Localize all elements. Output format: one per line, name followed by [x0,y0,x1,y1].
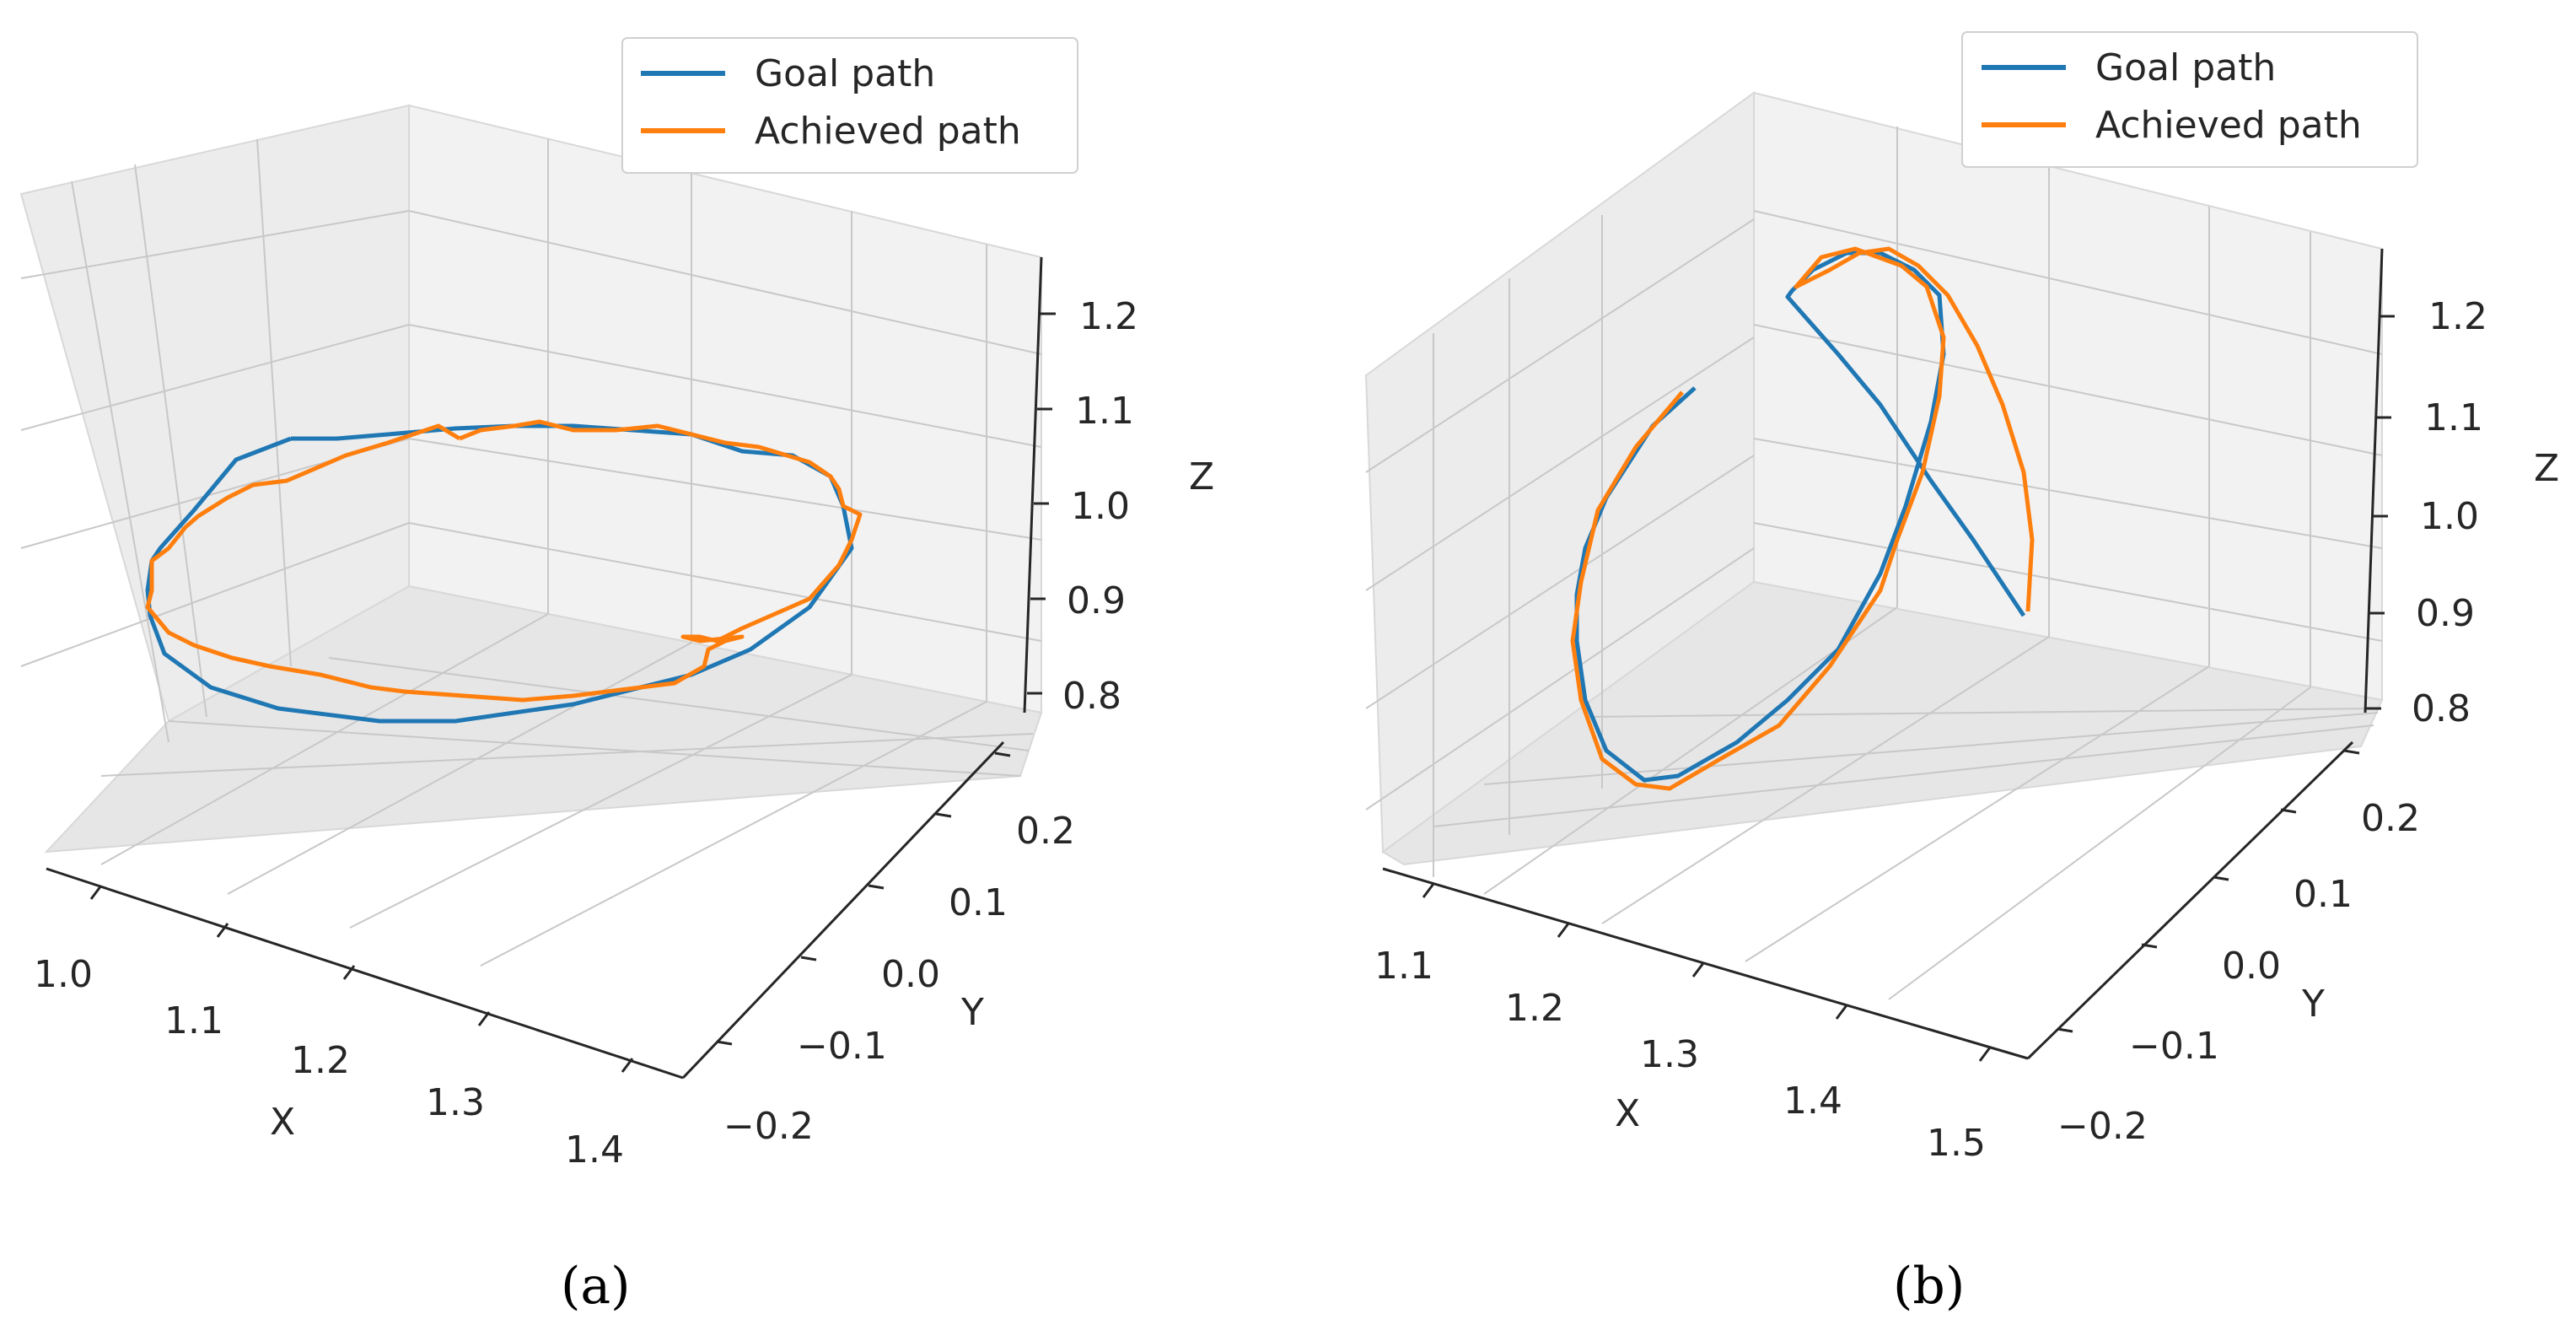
achieved-path-b [1570,246,2035,791]
ytick-b-2: 0.0 [2222,945,2281,988]
grid-b [1365,127,2383,1000]
axes-a [46,256,1043,1080]
ztick-b-4: 1.2 [2428,295,2487,338]
ytick-a-2: 0.0 [881,953,940,996]
ytick-b-1: −0.1 [2129,1025,2219,1068]
legend-a-goal: Goal path [755,52,935,95]
legend-b: Goal path Achieved path [1961,31,2418,168]
caption-b: (b) [1893,1257,1965,1316]
achieved-path-a [145,419,863,703]
ticks-a [89,312,1056,1073]
chart-a: 1.0 1.1 1.2 1.3 1.4 X −0.2 −0.1 0.0 0.1 … [19,37,1214,1316]
xlabel-a: X [270,1101,295,1144]
xtick-b-4: 1.5 [1927,1122,1986,1165]
axes-b [1382,248,2384,1060]
ticks-b [1422,315,2395,1062]
ytick-a-1: −0.1 [797,1025,887,1068]
ylabel-a: Y [960,991,984,1034]
xtick-a-1: 1.1 [164,999,223,1042]
ztick-b-1: 0.9 [2416,592,2475,635]
ztick-a-0: 0.8 [1062,675,1121,718]
xlabel-b: X [1615,1092,1640,1135]
ztick-a-2: 1.0 [1071,485,1130,528]
ztick-b-0: 0.8 [2412,687,2471,730]
legend-b-goal: Goal path [2095,46,2276,89]
grid-a [20,138,1042,967]
legend-b-achieved: Achieved path [2095,104,2362,147]
zlabel-b: Z [2534,447,2559,490]
xtick-a-0: 1.0 [34,953,93,996]
ztick-a-4: 1.2 [1079,295,1138,338]
xtick-b-3: 1.4 [1783,1080,1842,1123]
xtick-b-2: 1.3 [1640,1033,1699,1076]
ytick-a-0: −0.2 [723,1105,814,1148]
pane-floor-a [44,584,1043,854]
ytick-a-3: 0.1 [949,881,1008,924]
ytick-a-4: 0.2 [1016,810,1075,853]
caption-a: (a) [561,1257,631,1316]
ytick-b-3: 0.1 [2294,873,2353,916]
chart-b: 1.1 1.2 1.3 1.4 1.5 X −0.2 −0.1 0.0 0.1 … [1364,31,2559,1316]
xtick-a-4: 1.4 [565,1128,624,1171]
xtick-b-0: 1.1 [1374,945,1433,988]
zlabel-a: Z [1189,455,1214,498]
ytick-b-4: 0.2 [2361,797,2420,840]
pane-floor-b [1381,580,2384,866]
ztick-b-2: 1.0 [2420,495,2479,538]
xtick-a-2: 1.2 [291,1039,350,1082]
ztick-a-1: 0.9 [1067,579,1126,622]
xtick-a-3: 1.3 [426,1081,485,1124]
ztick-b-3: 1.1 [2424,396,2483,439]
ytick-b-0: −0.2 [2057,1105,2148,1148]
ylabel-b: Y [2301,983,2325,1026]
xtick-b-1: 1.2 [1505,987,1564,1030]
legend-a: Goal path Achieved path [621,37,1078,174]
legend-a-achieved: Achieved path [755,110,1021,153]
ztick-a-3: 1.1 [1075,390,1134,433]
